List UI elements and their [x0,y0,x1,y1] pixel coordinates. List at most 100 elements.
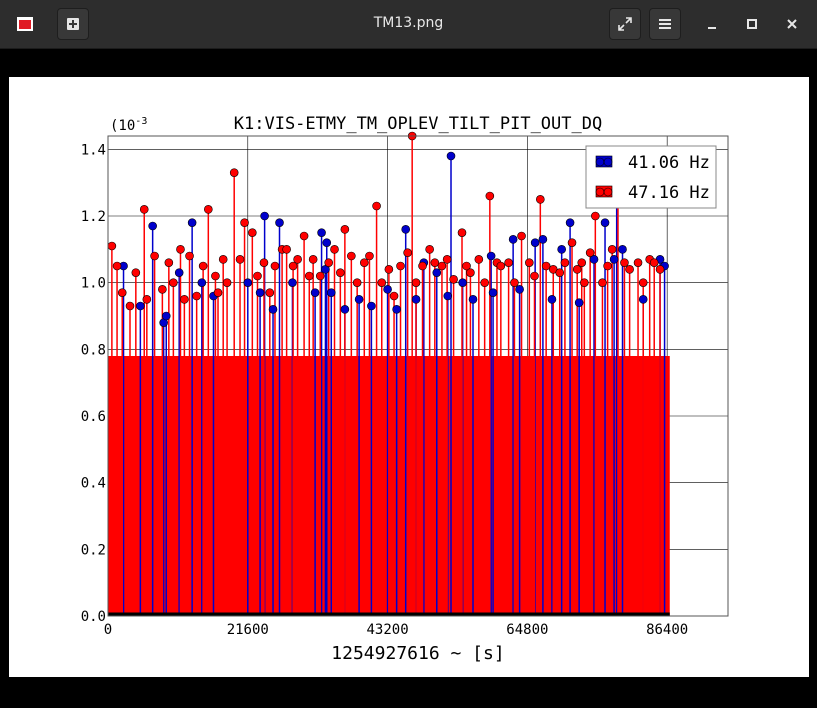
series2-point [384,265,394,274]
series1-point [367,301,376,311]
legend-label: 47.16 Hz [628,183,710,203]
series2-point [131,268,141,277]
series2-point [164,258,174,267]
series1-point [488,288,498,297]
legend-label: 41.06 Hz [628,153,710,173]
series2-point [585,248,595,257]
minimize-button[interactable] [700,12,724,36]
series2-point [169,278,178,287]
series2-point [240,218,249,227]
series1-point [508,235,518,244]
legend-marker [595,157,605,167]
series1-point [401,225,411,234]
series1-point [326,288,336,297]
series2-point [418,261,427,271]
series1-point [458,278,467,287]
series1-point [530,238,540,247]
series2-point [107,241,117,251]
y-exponent-power: -3 [135,116,147,127]
x-tick-label: 86400 [646,622,688,638]
y-exponent-label: (10-3 [110,116,147,134]
image-viewer-icon [9,8,41,40]
series1-point [260,211,269,221]
legend-marker [595,187,605,197]
series2-point [288,261,298,271]
series2-point [403,248,412,257]
series2-point [125,301,135,311]
series2-point [176,245,185,254]
series2-point [192,291,201,301]
series2-point [598,278,607,287]
series1-point [197,278,207,287]
series2-point [633,258,643,267]
fullscreen-icon [618,17,632,31]
series2-point [359,258,369,267]
maximize-button[interactable] [740,12,764,36]
new-tab-button[interactable] [57,8,89,40]
series2-point [625,265,634,274]
series2-point [315,271,325,281]
series2-point [282,245,291,254]
series2-point [572,265,582,274]
x-tick-label: 0 [104,622,112,638]
series2-point [336,268,345,277]
y-tick-label: 0.0 [81,609,106,625]
series2-point [180,295,189,304]
series2-point [649,258,659,267]
series1-point [443,291,453,301]
x-tick-label: 43200 [367,622,409,638]
series2-point [340,225,350,234]
menu-button[interactable] [649,8,681,40]
series2-point [213,288,223,297]
series2-point [607,245,617,254]
new-tab-icon [67,18,79,30]
series2-point [299,231,309,241]
series2-point [541,261,551,271]
series2-point [304,271,314,281]
close-button[interactable] [780,12,804,36]
x-tick-label: 64800 [506,622,548,638]
series2-point [377,278,387,287]
series1-point [340,305,350,314]
series1-point [383,285,392,294]
series2-point [158,285,167,294]
series1-point [161,311,171,321]
series2-point [530,271,539,281]
series2-point [142,295,152,304]
series1-point [574,298,584,307]
series2-point [308,255,318,264]
series2-point [504,258,513,267]
series2-point [324,258,333,267]
y-tick-label: 0.6 [81,409,106,425]
series2-point [352,278,362,287]
series1-point [354,295,364,304]
series1-point [565,218,575,227]
series2-point [555,268,565,277]
legend: 41.06 Hz 47.16 Hz [585,145,717,209]
series2-point [480,278,489,287]
series2-point [204,205,213,214]
series2-point [580,278,589,287]
series2-point [496,261,506,271]
series2-point [248,228,257,237]
chart-title: K1:VIS-ETMY_TM_OPLEV_TILT_PIT_OUT_DQ [234,114,602,134]
window-title: TM13.png [373,15,444,31]
series1-point [187,218,197,227]
series2-point [211,271,220,281]
series2-point [655,265,665,274]
series2-point [485,191,495,201]
series1-point [268,305,278,314]
series1-point [600,218,610,227]
series2-point [517,231,526,241]
series2-point [293,255,302,264]
image-viewport[interactable]: 0 21600 43200 64800 86400 0.0 0.2 0.4 0.6 0.8 1.0… [0,49,817,708]
series2-point [560,258,570,267]
chart: 0 21600 43200 64800 86400 0.0 0.2 0.4 0.6 0.8 1.0… [81,114,729,664]
series2-point [139,205,149,214]
fullscreen-button[interactable] [609,8,641,40]
y-tick-label: 1.4 [81,142,106,158]
y-tick-label: 1.0 [81,276,106,292]
series1-point [446,151,456,161]
series2-point [425,245,434,254]
series1-point [618,245,627,254]
